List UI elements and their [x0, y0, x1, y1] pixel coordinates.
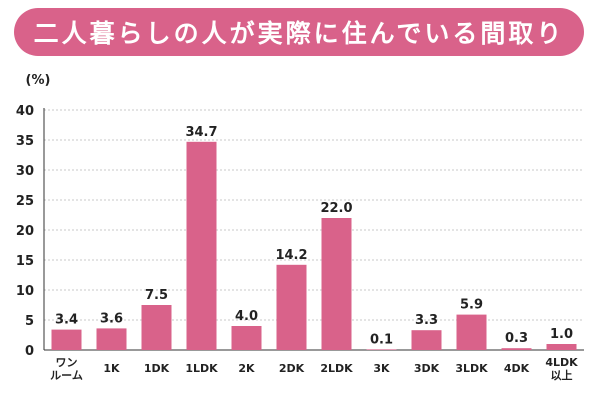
x-tick-label: 1DK	[144, 362, 170, 375]
labels: (%) 0 5 10 15 20 25 30 35 40 3.4 ワンルーム 3.6 1K 7.5 1DK 34…	[16, 73, 578, 382]
data-label: 1.0	[550, 327, 573, 342]
data-label: 5.9	[460, 298, 483, 313]
data-label: 22.0	[320, 201, 352, 216]
y-tick-label: 20	[16, 224, 34, 239]
y-tick-label: 10	[16, 284, 34, 299]
bar	[51, 329, 82, 350]
data-label: 3.6	[100, 311, 123, 326]
bar	[276, 264, 307, 350]
axes	[43, 108, 584, 351]
x-tick-label: ワンルーム	[50, 356, 83, 382]
data-label: 34.7	[185, 125, 217, 140]
grid-lines	[44, 109, 584, 321]
bar	[231, 326, 262, 350]
bar	[96, 328, 127, 350]
bar	[501, 348, 532, 350]
y-tick-label: 35	[16, 134, 34, 149]
y-tick-label: 25	[16, 194, 34, 209]
x-tick-label: 4LDK 以上	[545, 356, 578, 382]
x-tick-label: 2DK	[279, 362, 305, 375]
bar	[366, 349, 397, 350]
x-tick-label: 2K	[238, 362, 255, 375]
x-tick-label: 2LDK	[320, 362, 353, 375]
bar	[186, 141, 217, 350]
x-tick-label: 4DK	[504, 362, 530, 375]
data-label: 7.5	[145, 288, 168, 303]
bar	[411, 330, 442, 350]
y-tick-label: 15	[16, 254, 34, 269]
bar	[456, 314, 487, 350]
y-tick-label: 30	[16, 164, 34, 179]
title-banner: 二人暮らしの人が実際に住んでいる間取り	[14, 8, 584, 56]
y-tick-label: 0	[25, 344, 34, 359]
chart-title: 二人暮らしの人が実際に住んでいる間取り	[33, 19, 565, 48]
x-tick-label: 3DK	[414, 362, 440, 375]
y-unit-label: (%)	[26, 73, 51, 88]
data-label: 4.0	[235, 309, 258, 324]
y-tick-label: 5	[25, 314, 34, 329]
x-tick-label: 3LDK	[455, 362, 488, 375]
bar	[546, 344, 577, 350]
x-tick-label: 1K	[103, 362, 120, 375]
data-label: 0.3	[505, 331, 528, 346]
y-tick-label: 40	[16, 104, 34, 119]
bars	[51, 141, 577, 350]
x-tick-label: 3K	[373, 362, 390, 375]
data-label: 3.4	[55, 313, 78, 328]
bar	[141, 305, 172, 350]
data-label: 14.2	[275, 248, 307, 263]
x-tick-label: 1LDK	[185, 362, 218, 375]
data-label: 3.3	[415, 313, 438, 328]
data-label: 0.1	[370, 332, 393, 347]
bar	[321, 218, 352, 350]
